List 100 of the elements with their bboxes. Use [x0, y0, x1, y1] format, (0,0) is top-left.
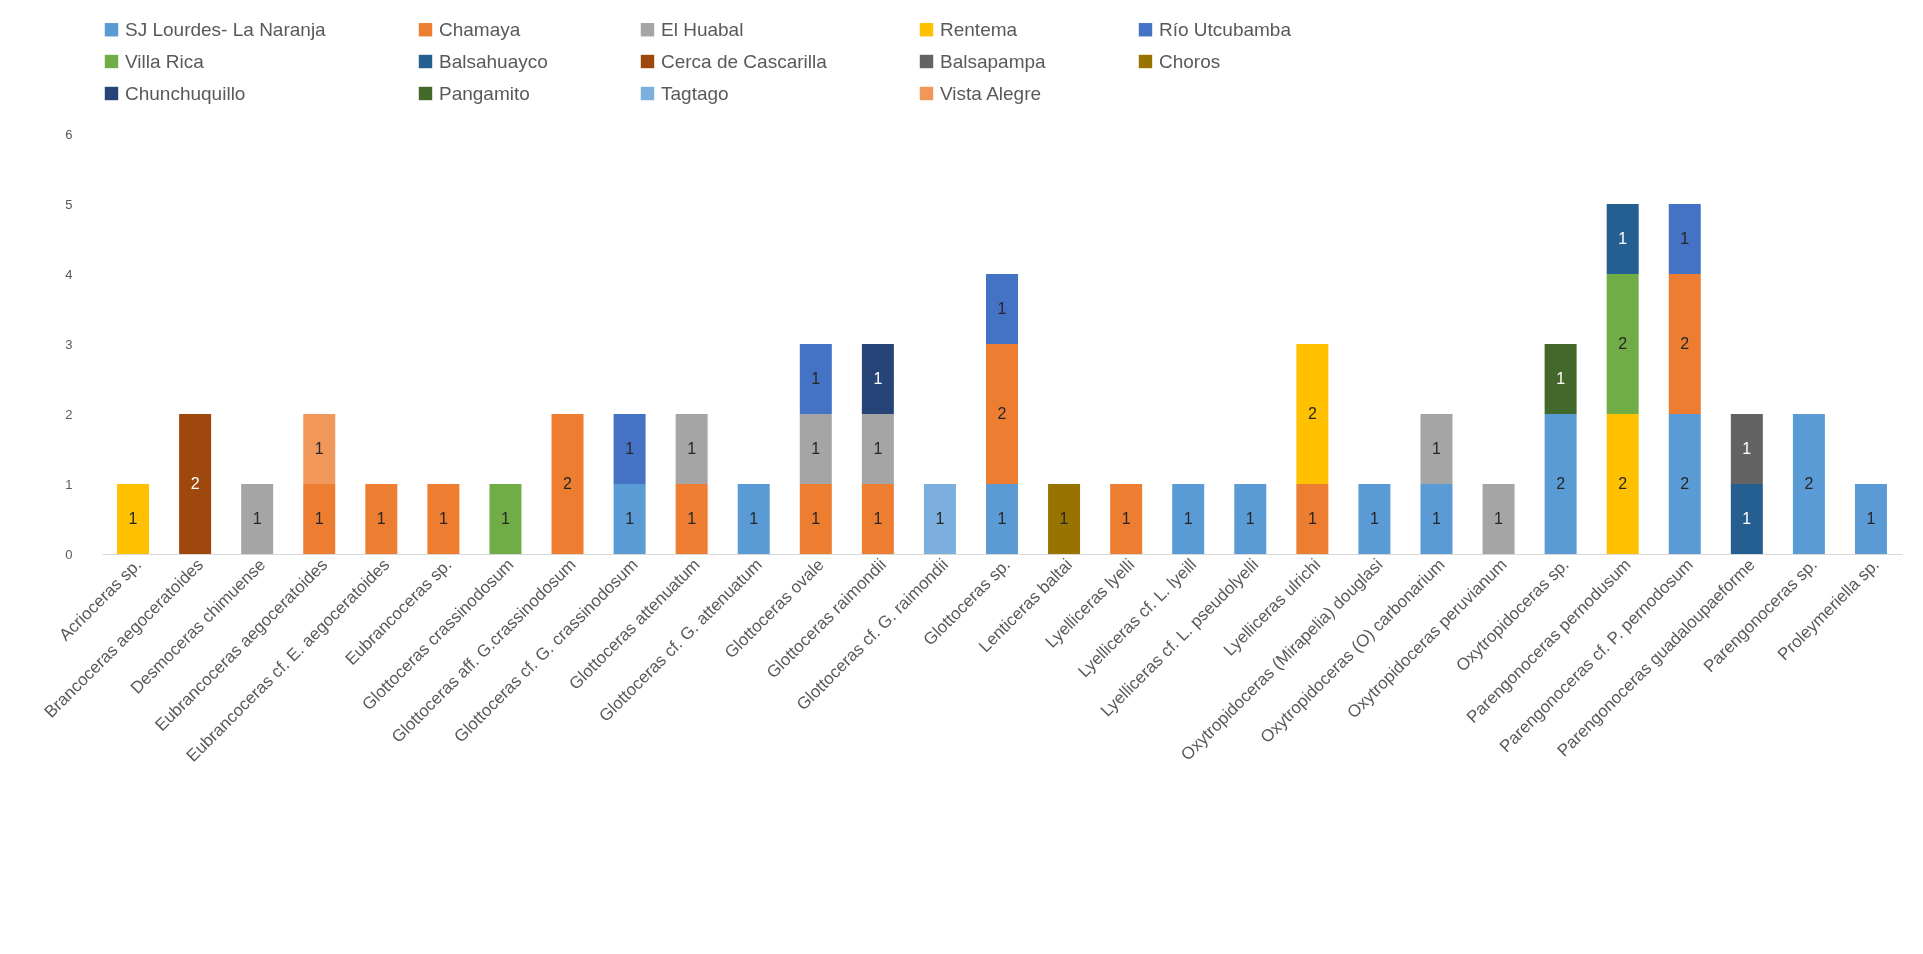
bar [1606, 204, 1639, 274]
bar [1296, 484, 1329, 554]
bar [1606, 414, 1639, 554]
legend-label: Balsapampa [940, 50, 1047, 72]
bar [613, 414, 646, 484]
bar [1792, 414, 1825, 554]
bar [1544, 414, 1577, 554]
data-label: 2 [1618, 475, 1628, 492]
bar [1668, 414, 1701, 554]
bar [1048, 484, 1081, 554]
data-label: 1 [873, 440, 883, 457]
data-label: 1 [1307, 510, 1317, 527]
data-label: 2 [190, 475, 200, 492]
bar [1668, 274, 1701, 414]
data-label: 1 [1494, 510, 1504, 527]
legend-label: Choros [1159, 50, 1221, 72]
bar [1730, 414, 1763, 484]
data-label: 1 [687, 510, 697, 527]
bar [986, 274, 1018, 344]
bar [861, 414, 894, 484]
bar [1358, 484, 1391, 554]
y-tick-label: 5 [65, 196, 73, 212]
data-label: 1 [1680, 230, 1690, 247]
y-tick-label: 6 [65, 126, 73, 142]
data-label: 1 [314, 440, 324, 457]
data-label: 1 [1432, 440, 1442, 457]
data-label: 2 [1804, 475, 1814, 492]
bar [861, 344, 894, 414]
bar [1420, 414, 1453, 484]
bar [1110, 484, 1143, 554]
bar [1234, 484, 1267, 554]
bar [799, 344, 832, 414]
data-label: 1 [1742, 440, 1752, 457]
y-tick-label: 1 [65, 476, 73, 492]
bar [1544, 344, 1577, 414]
data-label: 1 [1245, 510, 1255, 527]
data-label: 1 [873, 510, 883, 527]
legend-label: Balsahuayco [439, 50, 548, 72]
data-label: 1 [128, 510, 138, 527]
data-label: 1 [811, 440, 821, 457]
bar [1172, 484, 1205, 554]
bar [117, 484, 150, 554]
legend-label: SJ Lourdes- La Naranja [125, 18, 327, 40]
data-label: 1 [1432, 510, 1442, 527]
bar [737, 484, 770, 554]
data-label: 1 [1866, 510, 1876, 527]
bar [923, 484, 956, 554]
bar [179, 414, 212, 554]
bar [1482, 484, 1515, 554]
data-label: 1 [501, 510, 510, 527]
data-label: 1 [1369, 510, 1379, 527]
bar [1668, 204, 1701, 274]
data-label: 1 [1556, 370, 1566, 387]
legend-label: Vista Alegre [940, 82, 1042, 104]
legend-label: El Huabal [661, 18, 744, 40]
data-label: 1 [749, 510, 759, 527]
bar [986, 344, 1018, 484]
data-label: 2 [1556, 475, 1566, 492]
bar [986, 484, 1018, 554]
bar [1606, 274, 1639, 414]
data-label: 2 [1680, 335, 1690, 352]
bar [675, 414, 708, 484]
data-label: 1 [252, 510, 262, 527]
bar [303, 484, 336, 554]
data-label: 1 [687, 440, 697, 457]
data-label: 1 [1121, 510, 1131, 527]
bar [861, 484, 894, 554]
data-label: 1 [997, 510, 1007, 527]
y-tick-label: 3 [65, 336, 73, 352]
bar [365, 484, 398, 554]
bar [1854, 484, 1887, 554]
bar [427, 484, 460, 554]
bar [551, 414, 584, 554]
bar [489, 484, 522, 554]
bar [675, 484, 708, 554]
legend-label: Río Utcubamba [1159, 18, 1292, 40]
data-label: 1 [1183, 510, 1193, 527]
legend-label: Tagtago [661, 82, 729, 104]
data-label: 1 [811, 370, 821, 387]
data-label: 1 [811, 510, 821, 527]
data-label: 1 [1742, 510, 1752, 527]
data-label: 1 [935, 510, 945, 527]
bar [1296, 344, 1329, 484]
legend-label: Chunchuquillo [125, 82, 246, 104]
legend-label: Rentema [940, 18, 1018, 40]
data-label: 1 [625, 440, 635, 457]
legend-label: Pangamito [439, 82, 530, 104]
data-label: 2 [997, 405, 1007, 422]
bar [799, 414, 832, 484]
legend-label: Chamaya [439, 18, 521, 40]
y-tick-label: 0 [65, 546, 73, 562]
bar [799, 484, 832, 554]
data-label: 1 [997, 300, 1007, 317]
data-label: 2 [1680, 475, 1690, 492]
data-label: 1 [625, 510, 635, 527]
data-label: 1 [438, 510, 448, 527]
legend-label: Cerca de Cascarilla [661, 50, 828, 72]
data-label: 2 [1307, 405, 1317, 422]
data-label: 1 [1618, 230, 1628, 247]
legend-label: Villa Rica [125, 50, 205, 72]
